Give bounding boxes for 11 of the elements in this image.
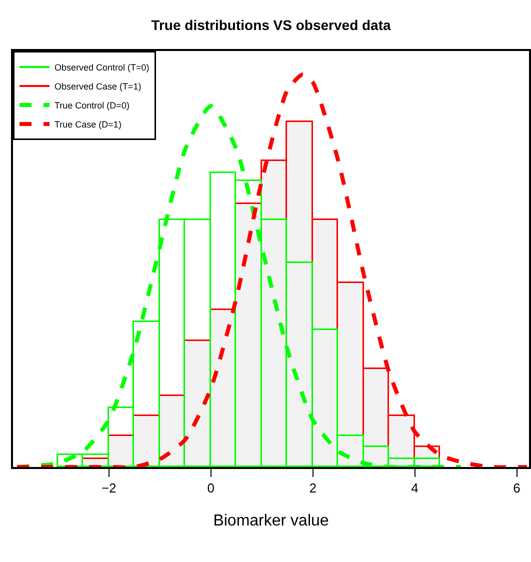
x-tick-label: 0: [207, 480, 214, 496]
x-tick-label: 6: [513, 480, 520, 496]
x-tick-label: 4: [411, 480, 418, 496]
chart-title: True distributions VS observed data: [151, 17, 392, 34]
x-tick-label: 2: [309, 480, 316, 496]
legend-label: Observed Control (T=0): [54, 62, 150, 73]
legend-label: True Control (D=0): [54, 100, 130, 111]
x-tick-label: −2: [101, 480, 116, 496]
legend-label: Observed Case (T=1): [54, 82, 142, 92]
x-axis-title: Biomarker value: [213, 512, 329, 530]
legend-label: True Case (D=1): [54, 120, 122, 130]
